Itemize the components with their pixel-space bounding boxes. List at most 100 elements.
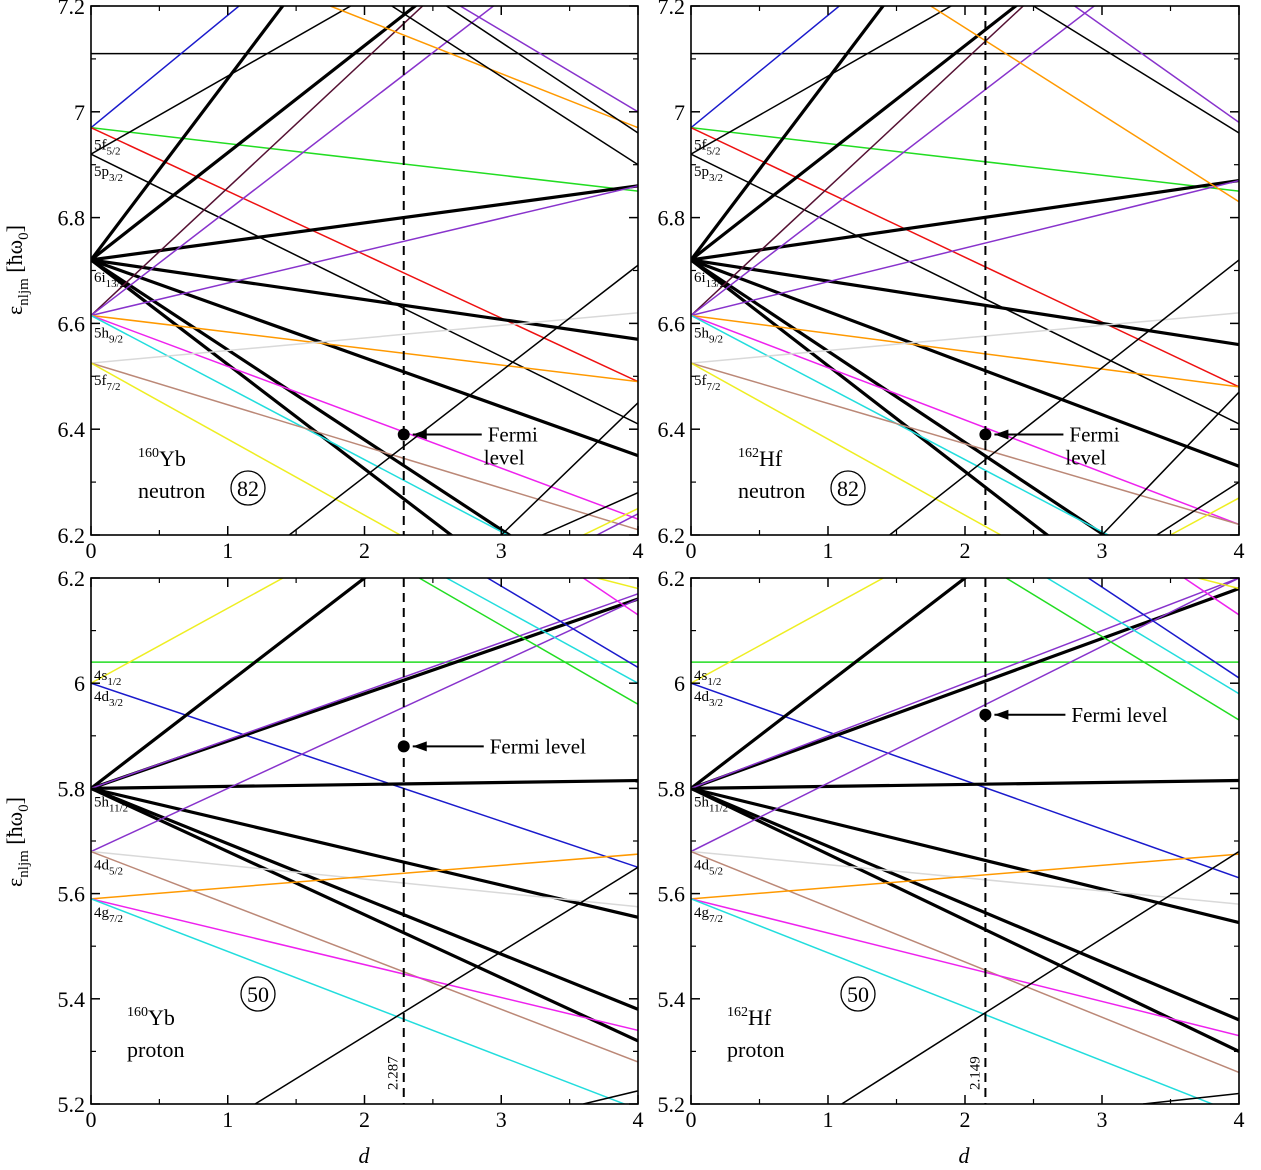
nucleus-label: 160Yb <box>127 1005 175 1030</box>
level-line-23 <box>459 6 638 113</box>
x-tick-label: 2 <box>960 538 971 563</box>
orbital-label-5f: 5f7/2 <box>694 373 721 393</box>
level-line-2 <box>91 126 638 192</box>
x-tick-label: 1 <box>823 1107 834 1132</box>
level-lines <box>91 6 638 535</box>
magic-number-circle <box>840 976 876 1012</box>
level-line-27 <box>500 402 638 535</box>
fermi-label-line1: Fermi <box>1069 422 1119 446</box>
level-line-29 <box>582 507 638 535</box>
y-tick-label: 7 <box>74 100 85 125</box>
orbital-label-5p: 5p3/2 <box>94 164 123 184</box>
y-tick-label: 6.8 <box>658 206 686 231</box>
orbital-label-5h: 5h11/2 <box>694 794 728 814</box>
x-tick-label: 0 <box>86 538 97 563</box>
level-line-10 <box>691 258 1239 468</box>
x-tick-label: 0 <box>686 538 697 563</box>
level-line-18 <box>691 314 1110 535</box>
axis-ticks: 0 1 2 3 4 5.2 5.4 5.6 5.8 6 6.2 <box>58 566 644 1132</box>
y-tick-label: 6 <box>674 671 685 696</box>
level-line-12 <box>691 850 1239 1074</box>
level-line-28 <box>1170 497 1239 535</box>
fermi-arrow-head <box>994 709 1009 720</box>
level-line-27 <box>1156 481 1239 535</box>
level-line-25 <box>391 6 638 166</box>
particle-label: neutron <box>738 478 805 503</box>
level-line-18 <box>91 314 510 535</box>
orbital-label-4s: 4s1/2 <box>94 668 121 688</box>
level-line-7 <box>91 6 418 262</box>
fermi-point <box>397 740 410 753</box>
magic-number-circle <box>230 470 266 506</box>
nucleus-label: 160Yb <box>138 446 186 471</box>
level-line-15 <box>691 179 1239 317</box>
level-lines <box>691 578 1239 1104</box>
fermi-label: Fermi level <box>490 734 586 758</box>
level-line-26 <box>1101 391 1239 535</box>
level-line-3 <box>91 126 638 383</box>
nucleus-label: 162Hf <box>727 1005 772 1030</box>
level-line-5 <box>691 778 1239 790</box>
level-line-19 <box>691 312 1239 364</box>
level-line-12 <box>91 850 638 1063</box>
panel-162Hf-proton: Fermi level 0 1 2 3 4 5.2 5.4 5.6 5.8 6 6.2 4s1/24d3… <box>658 566 1245 1132</box>
fermi-point <box>397 428 410 441</box>
particle-label: neutron <box>138 478 205 503</box>
orbital-label-5f: 5f7/2 <box>94 373 121 393</box>
level-line-3 <box>691 126 1239 388</box>
x-tick-label: 2 <box>960 1107 971 1132</box>
level-line-6 <box>691 786 1239 925</box>
y-tick-label: 7.2 <box>658 0 686 19</box>
level-line-16 <box>91 314 638 383</box>
orbital-label-4d: 4d5/2 <box>694 858 723 878</box>
level-line-22 <box>330 6 638 129</box>
level-line-16 <box>418 578 638 705</box>
level-line-11 <box>691 258 1107 535</box>
orbital-label-6i: 6i13/2 <box>694 270 725 290</box>
level-line-17 <box>1046 578 1239 695</box>
x-tick-label: 3 <box>496 538 507 563</box>
level-line-18 <box>487 578 638 669</box>
orbital-label-5h: 5h9/2 <box>694 325 723 345</box>
level-line-10 <box>91 598 638 853</box>
fermi-label-line2: level <box>484 445 525 469</box>
particle-label: proton <box>127 1037 184 1062</box>
x-tick-label: 0 <box>686 1107 697 1132</box>
orbital-label-5h: 5h9/2 <box>94 325 123 345</box>
level-line-20 <box>91 362 638 531</box>
fermi-point <box>979 708 992 721</box>
orbital-label-4d: 4d3/2 <box>694 689 723 709</box>
orbital-label-4g: 4g7/2 <box>94 905 123 925</box>
level-line-2 <box>91 682 638 869</box>
magic-number: 82 <box>237 476 259 501</box>
x-tick-label: 1 <box>222 1107 233 1132</box>
level-line-1 <box>691 6 841 129</box>
level-line-21 <box>91 362 402 535</box>
level-line-22 <box>930 6 1239 203</box>
level-line-19 <box>1183 578 1239 616</box>
level-line-11 <box>91 850 638 908</box>
level-line-5 <box>91 153 638 425</box>
level-line-28 <box>541 491 638 535</box>
x-axis-title-left: d <box>359 1143 371 1168</box>
axis-ticks: 0 1 2 3 4 6.2 6.4 6.6 6.8 7 7.2 <box>658 0 1245 563</box>
level-line-20 <box>596 578 638 590</box>
level-line-12 <box>691 258 1050 535</box>
panel-160Yb-proton: Fermi level 0 1 2 3 4 5.2 5.4 5.6 5.8 6 6.2 4s1/24d3… <box>58 566 644 1132</box>
fermi-d-value: 2.149 <box>967 1056 983 1090</box>
orbital-label-4d: 4d5/2 <box>94 858 123 878</box>
fermi-arrow-head <box>412 429 427 440</box>
level-line-23 <box>1074 6 1239 123</box>
level-line-24 <box>446 6 638 134</box>
y-tick-label: 5.8 <box>58 776 86 801</box>
magic-number-circle <box>830 470 866 506</box>
level-line-8 <box>691 178 1239 262</box>
y-axis-title-bottom: εnljm [ħω0] <box>2 797 32 887</box>
axis-ticks: 0 1 2 3 4 6.2 6.4 6.6 6.8 7 7.2 <box>58 0 644 563</box>
y-tick-label: 6.6 <box>658 311 686 336</box>
level-line-20 <box>1197 578 1239 590</box>
level-line-12 <box>91 258 454 535</box>
x-tick-label: 4 <box>633 1107 644 1132</box>
